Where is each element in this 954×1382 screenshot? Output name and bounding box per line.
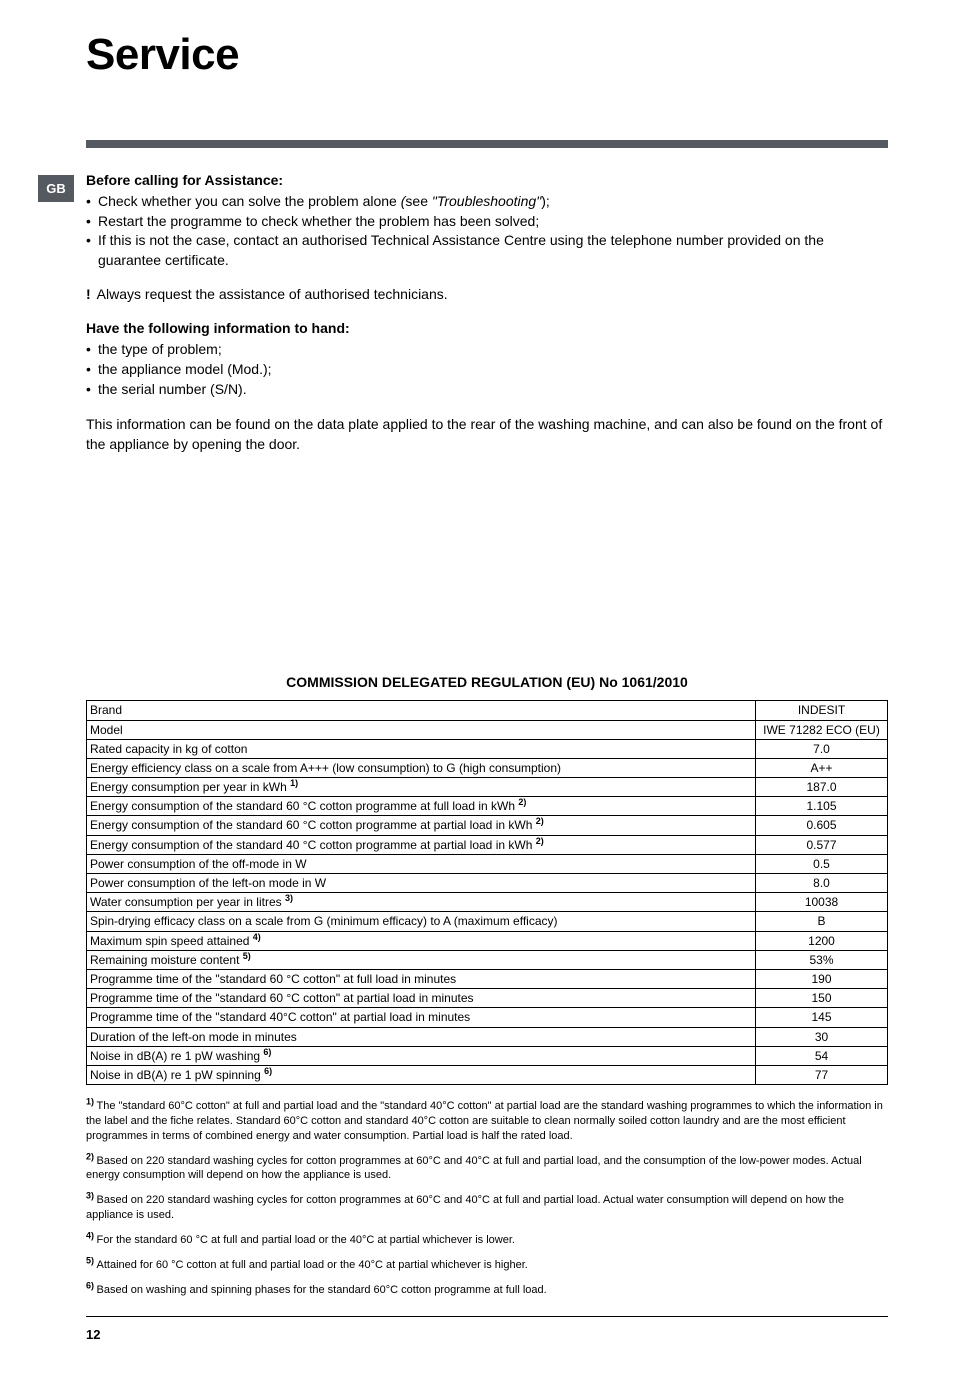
divider [86, 140, 888, 148]
page-number: 12 [86, 1327, 888, 1342]
table-cell-value: 53% [756, 950, 888, 969]
footnotes: 1) The "standard 60°C cotton" at full an… [86, 1099, 888, 1297]
list-item: the type of problem; [86, 340, 888, 360]
table-cell-label: Water consumption per year in litres 3) [87, 893, 756, 912]
table-row: Maximum spin speed attained 4)1200 [87, 931, 888, 950]
regulation-section: COMMISSION DELEGATED REGULATION (EU) No … [86, 674, 888, 1341]
table-cell-label: Remaining moisture content 5) [87, 950, 756, 969]
page-content: Service Before calling for Assistance: C… [0, 0, 954, 1342]
table-cell-value: 187.0 [756, 778, 888, 797]
list-item: Restart the programme to check whether t… [86, 212, 888, 232]
table-cell-value: 150 [756, 989, 888, 1008]
warning-line: !Always request the assistance of author… [86, 286, 888, 302]
table-row: Spin-drying efficacy class on a scale fr… [87, 912, 888, 931]
footnote: 3) Based on 220 standard washing cycles … [86, 1193, 888, 1223]
table-row: Power consumption of the left-on mode in… [87, 874, 888, 893]
table-cell-label: Energy consumption per year in kWh 1) [87, 778, 756, 797]
table-cell-value: 10038 [756, 893, 888, 912]
table-cell-label: Duration of the left-on mode in minutes [87, 1027, 756, 1046]
table-row: Programme time of the "standard 40°C cot… [87, 1008, 888, 1027]
table-cell-value: 77 [756, 1065, 888, 1084]
table-row: Power consumption of the off-mode in W0.… [87, 854, 888, 873]
regulation-table: BrandINDESITModelIWE 71282 ECO (EU)Rated… [86, 700, 888, 1085]
table-row: Remaining moisture content 5)53% [87, 950, 888, 969]
bottom-divider [86, 1316, 888, 1317]
table-row: BrandINDESIT [87, 701, 888, 720]
table-row: Duration of the left-on mode in minutes3… [87, 1027, 888, 1046]
table-row: Noise in dB(A) re 1 pW spinning 6)77 [87, 1065, 888, 1084]
table-row: Programme time of the "standard 60 °C co… [87, 969, 888, 988]
table-cell-value: 7.0 [756, 739, 888, 758]
info-list: the type of problem; the appliance model… [86, 340, 888, 399]
table-row: Noise in dB(A) re 1 pW washing 6)54 [87, 1046, 888, 1065]
footnote: 4) For the standard 60 °C at full and pa… [86, 1233, 888, 1248]
table-row: ModelIWE 71282 ECO (EU) [87, 720, 888, 739]
table-cell-label: Power consumption of the left-on mode in… [87, 874, 756, 893]
table-row: Water consumption per year in litres 3)1… [87, 893, 888, 912]
info-heading: Have the following information to hand: [86, 320, 888, 336]
table-cell-value: 0.5 [756, 854, 888, 873]
table-cell-label: Power consumption of the off-mode in W [87, 854, 756, 873]
list-item: If this is not the case, contact an auth… [86, 231, 888, 270]
table-cell-value: 0.577 [756, 835, 888, 854]
footnote: 6) Based on washing and spinning phases … [86, 1283, 888, 1298]
page-title: Service [86, 30, 888, 80]
table-cell-label: Brand [87, 701, 756, 720]
table-cell-label: Spin-drying efficacy class on a scale fr… [87, 912, 756, 931]
table-cell-value: 0.605 [756, 816, 888, 835]
table-cell-label: Energy consumption of the standard 60 °C… [87, 797, 756, 816]
table-row: Energy consumption of the standard 60 °C… [87, 816, 888, 835]
table-cell-label: Programme time of the "standard 60 °C co… [87, 969, 756, 988]
table-cell-label: Rated capacity in kg of cotton [87, 739, 756, 758]
footnote: 2) Based on 220 standard washing cycles … [86, 1154, 888, 1184]
table-cell-label: Noise in dB(A) re 1 pW washing 6) [87, 1046, 756, 1065]
regulation-title: COMMISSION DELEGATED REGULATION (EU) No … [86, 674, 888, 690]
table-cell-value: 1.105 [756, 797, 888, 816]
footnote: 1) The "standard 60°C cotton" at full an… [86, 1099, 888, 1144]
table-row: Energy efficiency class on a scale from … [87, 758, 888, 777]
table-cell-value: 190 [756, 969, 888, 988]
list-item: the appliance model (Mod.); [86, 360, 888, 380]
warning-text: Always request the assistance of authori… [97, 286, 448, 302]
list-item: the serial number (S/N). [86, 380, 888, 400]
table-cell-value: 8.0 [756, 874, 888, 893]
table-cell-value: B [756, 912, 888, 931]
table-row: Energy consumption per year in kWh 1)187… [87, 778, 888, 797]
table-cell-label: Maximum spin speed attained 4) [87, 931, 756, 950]
table-cell-label: Energy efficiency class on a scale from … [87, 758, 756, 777]
table-row: Energy consumption of the standard 60 °C… [87, 797, 888, 816]
table-cell-value: 30 [756, 1027, 888, 1046]
table-cell-label: Energy consumption of the standard 40 °C… [87, 835, 756, 854]
table-cell-label: Model [87, 720, 756, 739]
assist-heading: Before calling for Assistance: [86, 172, 888, 188]
table-row: Energy consumption of the standard 40 °C… [87, 835, 888, 854]
language-tab: GB [38, 175, 74, 202]
footnote: 5) Attained for 60 °C cotton at full and… [86, 1258, 888, 1273]
table-cell-value: 1200 [756, 931, 888, 950]
table-row: Rated capacity in kg of cotton7.0 [87, 739, 888, 758]
table-cell-label: Noise in dB(A) re 1 pW spinning 6) [87, 1065, 756, 1084]
table-cell-value: IWE 71282 ECO (EU) [756, 720, 888, 739]
table-cell-value: 54 [756, 1046, 888, 1065]
table-cell-value: A++ [756, 758, 888, 777]
table-cell-value: 145 [756, 1008, 888, 1027]
info-paragraph: This information can be found on the dat… [86, 415, 888, 454]
table-cell-label: Programme time of the "standard 60 °C co… [87, 989, 756, 1008]
list-item: Check whether you can solve the problem … [86, 192, 888, 212]
table-cell-label: Energy consumption of the standard 60 °C… [87, 816, 756, 835]
assist-list: Check whether you can solve the problem … [86, 192, 888, 270]
table-cell-label: Programme time of the "standard 40°C cot… [87, 1008, 756, 1027]
table-row: Programme time of the "standard 60 °C co… [87, 989, 888, 1008]
table-cell-value: INDESIT [756, 701, 888, 720]
